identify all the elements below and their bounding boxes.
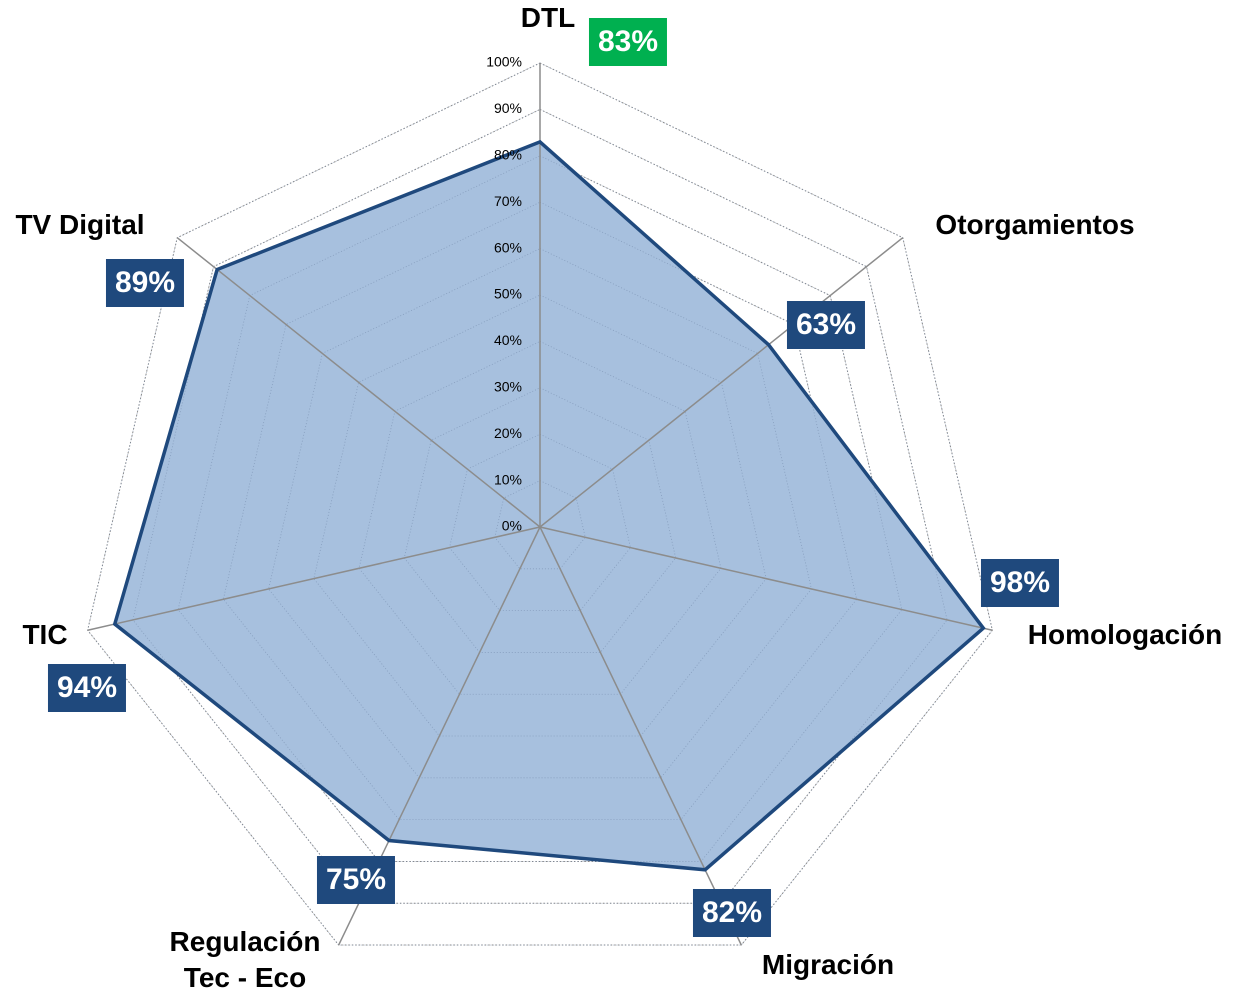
category-label: Regulación Tec - Eco [169, 926, 321, 993]
y-tick-label: 20% [494, 425, 522, 441]
axis-spoke [539, 526, 993, 631]
y-tick-label: 0% [502, 518, 522, 534]
category-label: TIC [22, 619, 68, 650]
y-tick-label: 60% [494, 239, 522, 255]
value-label: 63% [786, 301, 866, 349]
category-label: Homologación [1027, 619, 1223, 650]
y-tick-label: 90% [494, 100, 522, 116]
axis-spoke [176, 237, 541, 528]
value-label: 82% [692, 889, 772, 937]
grid-line [132, 108, 948, 904]
grid-line [358, 340, 722, 695]
y-tick-label: 10% [494, 471, 522, 487]
y-tick-label: 70% [494, 193, 522, 209]
category-label: TV Digital [15, 209, 145, 240]
axis-spoke [539, 237, 904, 528]
category-label: DTL [520, 2, 576, 33]
grid-line [222, 201, 858, 821]
y-tick-label: 40% [494, 332, 522, 348]
category-label: Migración [761, 949, 895, 980]
axis-spoke [87, 526, 541, 631]
grid-line [494, 480, 586, 570]
radar-area [114, 141, 984, 870]
value-label: 94% [47, 664, 127, 712]
value-label: 89% [105, 259, 185, 307]
grid-line [313, 294, 767, 737]
value-label: 75% [316, 856, 396, 904]
grid-line [449, 433, 631, 612]
value-label: 98% [980, 559, 1060, 607]
y-tick-label: 100% [486, 54, 522, 70]
value-label: 83% [588, 18, 668, 66]
y-tick-label: 50% [494, 286, 522, 302]
y-tick-label: 80% [494, 147, 522, 163]
category-label: Otorgamientos [935, 209, 1135, 240]
radar-outline [112, 139, 986, 872]
y-tick-label: 30% [494, 379, 522, 395]
axis-spoke [539, 526, 742, 946]
